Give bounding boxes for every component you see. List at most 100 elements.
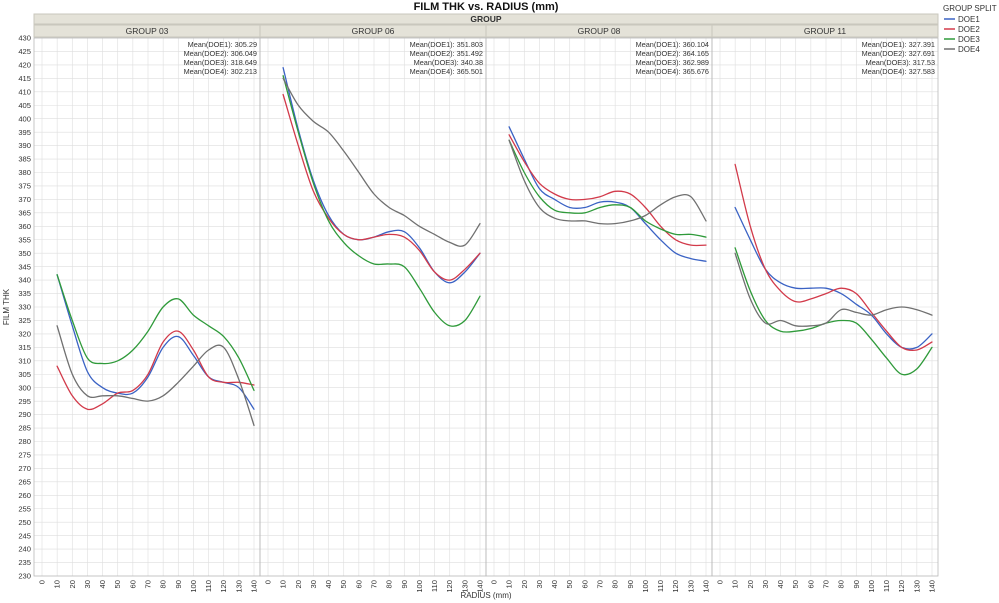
y-tick-label: 385 bbox=[18, 155, 31, 164]
series-line-doe3 bbox=[508, 139, 707, 238]
x-tick-label: 140 bbox=[476, 580, 485, 593]
x-tick-label: 30 bbox=[761, 580, 770, 588]
panel-frame bbox=[711, 37, 939, 577]
series-line-doe4 bbox=[56, 325, 255, 427]
group-header-label: GROUP bbox=[470, 14, 502, 24]
x-tick-label: 90 bbox=[400, 580, 409, 588]
series-line-doe3 bbox=[282, 75, 481, 327]
y-tick-label: 320 bbox=[18, 330, 31, 339]
mean-annotation: Mean(DOE4): 365.676 bbox=[636, 67, 709, 76]
y-axis-label: FILM THK bbox=[2, 288, 11, 325]
x-tick-label: 140 bbox=[928, 580, 937, 593]
chart-title: FILM THK vs. RADIUS (mm) bbox=[414, 1, 559, 13]
y-tick-label: 245 bbox=[18, 531, 31, 540]
x-tick-label: 100 bbox=[867, 580, 876, 593]
x-axis-label: RADIUS (mm) bbox=[460, 591, 511, 600]
x-tick-label: 0 bbox=[490, 580, 499, 584]
y-tick-label: 400 bbox=[18, 114, 31, 123]
x-tick-label: 0 bbox=[38, 580, 47, 584]
x-tick-label: 130 bbox=[686, 580, 695, 593]
x-tick-label: 20 bbox=[68, 580, 77, 588]
x-tick-label: 80 bbox=[837, 580, 846, 588]
group-header-bar bbox=[33, 13, 939, 25]
x-tick-label: 70 bbox=[370, 580, 379, 588]
legend-label: DOE2 bbox=[958, 25, 980, 34]
y-tick-label: 390 bbox=[18, 141, 31, 150]
x-tick-label: 40 bbox=[98, 580, 107, 588]
panel-header-label: GROUP 11 bbox=[804, 26, 846, 36]
x-tick-label: 80 bbox=[385, 580, 394, 588]
series-line-doe2 bbox=[734, 163, 933, 352]
legend-item-doe3[interactable]: DOE3 bbox=[944, 35, 980, 44]
y-tick-label: 395 bbox=[18, 128, 31, 137]
y-tick-label: 330 bbox=[18, 303, 31, 312]
x-tick-label: 100 bbox=[415, 580, 424, 593]
x-tick-label: 60 bbox=[128, 580, 137, 588]
y-tick-label: 290 bbox=[18, 410, 31, 419]
x-tick-label: 10 bbox=[279, 580, 288, 588]
x-tick-label: 50 bbox=[791, 580, 800, 588]
legend-label: DOE3 bbox=[958, 35, 980, 44]
x-tick-label: 80 bbox=[611, 580, 620, 588]
mean-annotation: Mean(DOE1): 360.104 bbox=[636, 40, 709, 49]
mean-annotation: Mean(DOE4): 327.583 bbox=[862, 67, 935, 76]
x-axis-ticks: 0 10 20 30 40 50 60 70 80 90 100 110 120 130 140 0 10 20 3… bbox=[38, 580, 937, 593]
x-tick-label: 100 bbox=[189, 580, 198, 593]
y-tick-label: 275 bbox=[18, 451, 31, 460]
series-line-doe3 bbox=[56, 274, 255, 392]
y-tick-label: 260 bbox=[18, 491, 31, 500]
y-tick-label: 255 bbox=[18, 504, 31, 513]
legend-item-doe2[interactable]: DOE2 bbox=[944, 25, 980, 34]
x-tick-label: 110 bbox=[882, 580, 891, 592]
y-tick-label: 365 bbox=[18, 208, 31, 217]
mean-annotation: Mean(DOE4): 302.213 bbox=[184, 67, 257, 76]
series-line-doe2 bbox=[282, 93, 481, 281]
mean-annotation: Mean(DOE3): 340.38 bbox=[414, 58, 483, 67]
x-tick-label: 0 bbox=[264, 580, 273, 584]
legend-title: GROUP SPLIT bbox=[943, 4, 997, 13]
series-layer bbox=[56, 66, 933, 427]
y-axis-ticks: 230 235 240 245 250 255 260 265 270 275 280 285 290 2… bbox=[18, 34, 31, 581]
y-tick-label: 375 bbox=[18, 182, 31, 191]
mean-annotation: Mean(DOE2): 306.049 bbox=[184, 49, 257, 58]
y-tick-label: 250 bbox=[18, 518, 31, 527]
series-line-doe4 bbox=[508, 139, 707, 225]
legend-label: DOE1 bbox=[958, 15, 980, 24]
panel-headers: GROUP GROUP 03 GROUP 06 GROUP 08 GROUP 11 bbox=[33, 13, 939, 38]
y-tick-label: 310 bbox=[18, 356, 31, 365]
y-tick-label: 345 bbox=[18, 262, 31, 271]
x-tick-label: 30 bbox=[309, 580, 318, 588]
panel-frames bbox=[33, 37, 939, 577]
mean-annotation: Mean(DOE1): 351.803 bbox=[410, 40, 483, 49]
y-tick-label: 350 bbox=[18, 249, 31, 258]
y-tick-label: 430 bbox=[18, 34, 31, 43]
y-tick-label: 235 bbox=[18, 558, 31, 567]
mean-annotation: Mean(DOE1): 327.391 bbox=[862, 40, 935, 49]
x-tick-label: 60 bbox=[806, 580, 815, 588]
x-tick-label: 120 bbox=[445, 580, 454, 593]
x-tick-label: 60 bbox=[354, 580, 363, 588]
x-tick-label: 70 bbox=[822, 580, 831, 588]
x-tick-label: 40 bbox=[776, 580, 785, 588]
mean-annotation: Mean(DOE4): 365.501 bbox=[410, 67, 483, 76]
legend-item-doe4[interactable]: DOE4 bbox=[944, 45, 980, 54]
x-tick-label: 120 bbox=[897, 580, 906, 593]
series-line-doe2 bbox=[508, 134, 707, 247]
series-line-doe1 bbox=[282, 66, 481, 284]
x-tick-label: 90 bbox=[626, 580, 635, 588]
x-tick-label: 0 bbox=[716, 580, 725, 584]
x-tick-label: 50 bbox=[113, 580, 122, 588]
y-tick-label: 300 bbox=[18, 383, 31, 392]
y-tick-label: 335 bbox=[18, 289, 31, 298]
mean-annotation: Mean(DOE2): 364.165 bbox=[636, 49, 709, 58]
y-tick-label: 355 bbox=[18, 235, 31, 244]
panel-header-label: GROUP 08 bbox=[578, 26, 621, 36]
legend-item-doe1[interactable]: DOE1 bbox=[944, 15, 980, 24]
x-tick-label: 20 bbox=[746, 580, 755, 588]
x-tick-label: 140 bbox=[250, 580, 259, 593]
x-tick-label: 10 bbox=[731, 580, 740, 588]
x-tick-label: 130 bbox=[912, 580, 921, 593]
